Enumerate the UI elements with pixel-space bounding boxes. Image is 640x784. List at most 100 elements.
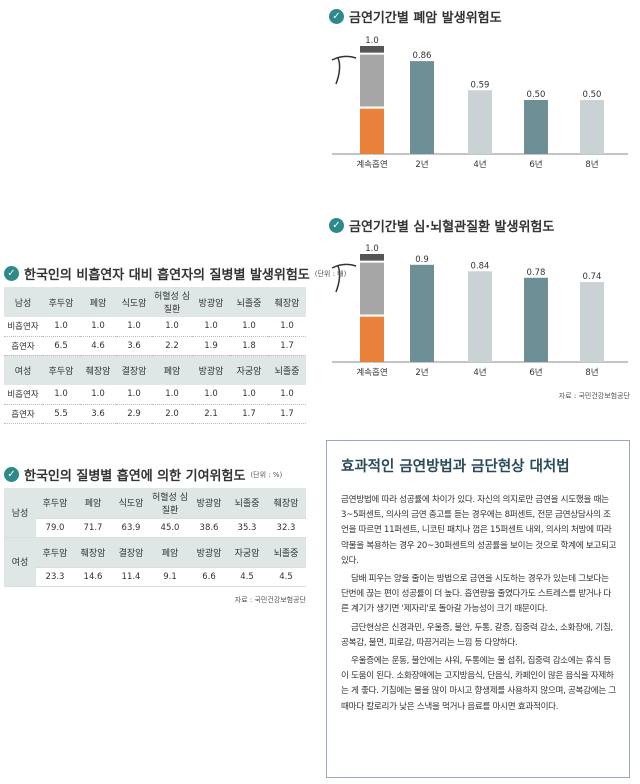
attributable-risk-table: 남성 후두암 폐암 식도암 허혈성 심질환 방광암 뇌졸중 췌장암 79.0 71.7 63.9 45… [4,488,306,587]
check-icon: ✓ [4,266,19,281]
x-tick-label: 4년 [473,159,486,170]
bar [468,271,492,362]
table-header-cell: 자궁암 [228,537,266,568]
table-header-cell: 폐암 [80,287,116,317]
table2-title: 한국인의 질병별 흡연에 의한 기여위험도 [24,469,246,484]
sex-label: 여성 [4,537,36,587]
table-cell: 38.6 [190,518,228,538]
table-row: 79.0 71.7 63.9 45.0 38.6 35.3 32.3 [4,518,306,538]
article-box: 효과적인 금연방법과 금단현상 대처법 금연방법에 따라 성공률에 차이가 있다… [326,440,630,778]
table-cell: 비흡연자 [4,385,42,405]
table-cell: 79.0 [36,518,74,538]
table-cell: 6.6 [190,567,228,587]
cardio-cerebro-risk-chart: 1.0 계속흡연 0.9 2년 0.84 4년 0.78 6년 0.74 8년 [330,234,630,388]
table-cell: 2.2 [152,336,192,356]
table2-unit: (단위 : %) [250,470,283,479]
table-cell: 1.9 [192,336,230,356]
table-header-cell: 식도암 [112,488,150,519]
table-cell: 1.0 [268,385,306,405]
table-cell: 35.3 [228,518,266,538]
x-tick-label: 계속흡연 [356,159,387,170]
chart1-title: 금연기간별 폐암 발생위험도 [349,11,502,26]
table-row: 23.3 14.6 11.4 9.1 6.6 4.5 4.5 [4,567,306,587]
data-label: 0.74 [583,272,602,282]
bar [580,100,604,154]
table-header-cell: 후두암 [42,355,80,385]
table1-heading: ✓ 한국인의 비흡연자 대비 흡연자의 질병별 발생위험도 (단위 : 배) [4,264,346,283]
table-header-cell: 남성 [4,287,42,317]
lung-cancer-risk-chart: 1.0 계속흡연 0.86 2년 0.59 4년 0.50 6년 0.50 8년 [330,26,630,180]
table-cell: 4.6 [80,336,116,356]
table-row: 여성 후두암 췌장암 결장암 폐암 방광암 자궁암 뇌졸중 [4,537,306,587]
table2-heading: ✓ 한국인의 질병별 흡연에 의한 기여위험도 (단위 : %) [4,465,282,484]
table-cell: 1.0 [230,385,268,405]
table-cell: 흡연자 [4,404,42,424]
table-cell: 1.7 [230,404,268,424]
bar [524,277,548,362]
table2-source: 자료 : 국민건강보험공단 [234,596,306,604]
table-header-cell: 뇌졸중 [230,287,268,317]
data-label: 0.59 [471,80,490,90]
table-header-cell: 췌장암 [268,287,306,317]
x-tick-label: 6년 [529,159,542,170]
data-label: 0.9 [415,255,429,265]
table-cell: 1.8 [230,336,268,356]
article-paragraph: 우울증에는 운동, 불안에는 샤워, 두통에는 물 섭취, 집중력 감소에는 휴… [341,656,617,712]
table-cell: 5.5 [42,404,80,424]
table-cell: 1.0 [152,317,192,337]
table-header-cell: 폐암 [74,488,112,519]
table-header-cell: 후두암 [42,287,80,317]
data-label: 0.50 [527,90,546,100]
table-cell: 1.0 [42,385,80,405]
data-label: 0.78 [527,268,546,278]
table-cell: 4.5 [266,567,306,587]
sex-label: 남성 [4,488,36,538]
table1-unit: (단위 : 배) [314,269,347,278]
table-cell: 9.1 [150,567,190,587]
table-cell: 1.7 [268,336,306,356]
bar [360,46,384,154]
data-label: 0.86 [413,51,432,61]
table-header-cell: 허혈성 심질환 [150,488,190,519]
table-header-cell: 후두암 [36,537,74,568]
table-cell: 1.7 [268,404,306,424]
check-icon: ✓ [329,218,344,233]
table-cell: 1.0 [80,317,116,337]
table-header-cell: 뇌졸중 [228,488,266,519]
table-row: 남성 후두암 폐암 식도암 허혈성 심질환 방광암 뇌졸중 췌장암 [4,287,306,317]
table-cell: 45.0 [150,518,190,538]
table-header-cell: 방광암 [190,537,228,568]
article-title: 효과적인 금연방법과 금단현상 대처법 [341,459,570,475]
table-cell: 1.0 [192,385,230,405]
table-header-cell: 방광암 [192,355,230,385]
table-header-cell: 후두암 [36,488,74,519]
table-cell: 1.0 [116,317,152,337]
table-cell: 1.0 [116,385,152,405]
article-paragraph: 금연방법에 따라 성공률에 차이가 있다. 자신의 의지로만 금연을 시도했을 … [341,495,617,566]
table-header-cell: 뇌졸중 [268,355,306,385]
table-header-cell: 방광암 [190,488,228,519]
table-row: 흡연자 5.5 3.6 2.9 2.0 2.1 1.7 1.7 [4,404,306,424]
table-header-cell: 여성 [4,355,42,385]
table-header-cell: 췌장암 [266,488,306,519]
check-icon: ✓ [4,467,19,482]
table-row: 비흡연자 1.0 1.0 1.0 1.0 1.0 1.0 1.0 [4,385,306,405]
table-cell: 2.9 [116,404,152,424]
table-row: 흡연자 6.5 4.6 3.6 2.2 1.9 1.8 1.7 [4,336,306,356]
table-header-cell: 췌장암 [74,537,112,568]
x-tick-label: 8년 [585,367,598,378]
table-cell: 1.0 [230,317,268,337]
x-tick-label: 2년 [415,367,428,378]
table-cell: 2.1 [192,404,230,424]
article-paragraph: 담배 피우는 양을 줄이는 방법으로 금연을 시도하는 경우가 있는데 그보다는… [341,574,612,615]
table-cell: 1.0 [152,385,192,405]
table-cell: 71.7 [74,518,112,538]
axis-break-icon [331,55,357,85]
table-cell: 2.0 [152,404,192,424]
table-header-cell: 식도암 [116,287,152,317]
table-header-cell: 폐암 [150,537,190,568]
table-header-cell: 결장암 [112,537,150,568]
x-tick-label: 4년 [473,367,486,378]
data-label: 1.0 [365,244,379,254]
chart2-heading: ✓ 금연기간별 심·뇌혈관질환 발생위험도 [329,216,554,235]
